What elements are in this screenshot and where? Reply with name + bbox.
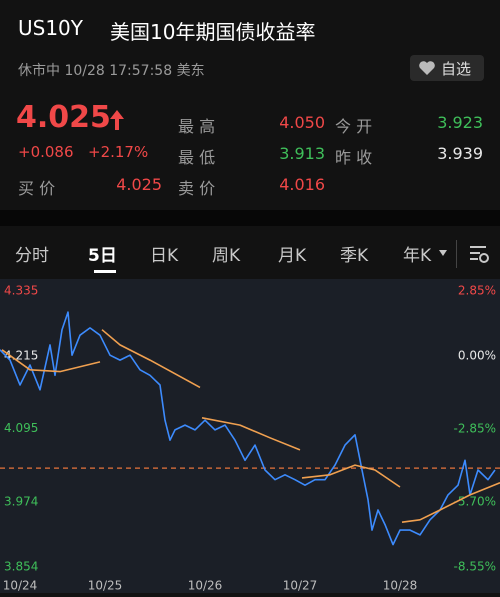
tab[interactable]: 月K (278, 246, 307, 266)
stat-label: 最 低 (178, 148, 216, 167)
plot-background (0, 279, 500, 593)
tab-underline (94, 270, 116, 273)
x-tick-label: 10/25 (88, 579, 123, 593)
stat-value: 3.939 (437, 144, 483, 163)
bid-label: 买 价 (18, 179, 56, 198)
separator (0, 210, 500, 226)
tab[interactable]: 分时 (15, 246, 49, 266)
stat-label: 卖 价 (178, 179, 216, 198)
tab[interactable]: 季K (340, 246, 369, 266)
caret (439, 250, 447, 256)
bid-value: 4.025 (116, 175, 162, 194)
market-status: 休市中 10/28 17:57:58 美东 (18, 63, 205, 79)
watch-label: 自选 (441, 60, 472, 78)
stat-value: 3.913 (279, 144, 325, 163)
stat-value: 3.923 (437, 113, 483, 132)
stat-value: 4.050 (279, 113, 325, 132)
watch-button[interactable]: 自选 (410, 55, 484, 81)
heart-icon (419, 61, 435, 75)
change: +0.086 (18, 143, 74, 161)
instrument-name: 美国10年期国债收益率 (110, 20, 316, 44)
y-tick-label: 3.854 (4, 560, 38, 574)
x-tick-label: 10/26 (188, 579, 223, 593)
y-tick-label: 4.215 (4, 348, 38, 362)
tab[interactable]: 日K (150, 246, 179, 266)
change-pct: +2.17% (88, 143, 149, 161)
stat-label: 今 开 (335, 117, 373, 136)
stat-label: 最 高 (178, 117, 216, 136)
tab[interactable]: 年K (403, 246, 432, 266)
stat-value: 4.016 (279, 175, 325, 194)
divider (456, 240, 457, 268)
y2-tick-label: -2.85% (454, 422, 496, 436)
tab[interactable]: 周K (212, 246, 241, 266)
y-tick-label: 3.974 (4, 495, 38, 509)
x-tick-label: 10/24 (3, 579, 38, 593)
y-tick-label: 4.335 (4, 284, 38, 298)
y-tick-label: 4.095 (4, 421, 38, 435)
x-tick-label: 10/28 (383, 579, 418, 593)
y2-tick-label: -5.70% (454, 495, 496, 509)
line-series (0, 311, 496, 546)
stat-label: 昨 收 (335, 148, 373, 167)
y2-tick-label: 0.00% (458, 349, 496, 363)
y2-tick-label: -8.55% (454, 560, 496, 574)
line-series (1, 329, 500, 523)
y2-tick-label: 2.85% (458, 284, 496, 298)
symbol: US10Y (18, 16, 83, 40)
x-tick-label: 10/27 (283, 579, 318, 593)
settings-icon[interactable] (468, 243, 490, 265)
up-arrow (110, 110, 124, 130)
tab[interactable]: 5日 (88, 246, 117, 266)
last-price: 4.025 (16, 100, 111, 135)
